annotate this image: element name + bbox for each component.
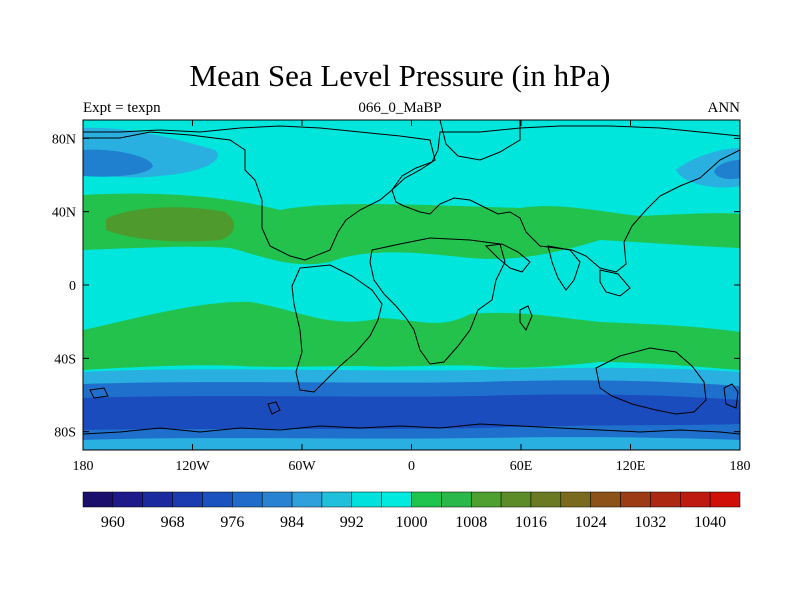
x-tick-label: 60E xyxy=(510,459,533,474)
colorbar-swatch xyxy=(202,491,233,508)
colorbar-swatch xyxy=(321,491,353,508)
colorbar-swatch xyxy=(590,491,621,508)
period-label: 066_0_MaBP xyxy=(358,100,442,116)
colorbar-swatch xyxy=(500,491,532,508)
colorbar-swatch xyxy=(470,491,502,508)
arabia-coast xyxy=(484,243,531,273)
chart-title: Mean Sea Level Pressure (in hPa) xyxy=(189,58,611,93)
south-subtropical-high xyxy=(83,301,740,370)
colorbar-swatch xyxy=(172,491,203,508)
colorbar-label: 984 xyxy=(280,514,304,531)
colorbar: 960 968 976 984 992 1000 1008 1016 1024 1032 1040 xyxy=(82,491,741,531)
southeast-asia-coast xyxy=(599,269,631,297)
experiment-label: Expt = texpn xyxy=(83,100,161,116)
colorbar-label: 1016 xyxy=(515,514,547,531)
colorbar-swatch xyxy=(560,491,591,508)
y-tick-label: 0 xyxy=(69,279,76,294)
colorbar-swatch xyxy=(112,491,143,508)
colorbar-swatch xyxy=(82,491,114,508)
africa-coast xyxy=(369,237,506,365)
colorbar-swatch xyxy=(291,491,323,508)
y-tick-label: 80S xyxy=(54,426,76,441)
north-america-coast xyxy=(83,125,436,261)
colorbar-label: 1040 xyxy=(694,514,726,531)
antarctica-coast xyxy=(83,423,740,435)
colorbar-swatch xyxy=(351,491,382,508)
aleutian-low-core xyxy=(83,149,153,177)
y-tick-label: 80N xyxy=(52,132,76,147)
madagascar-coast xyxy=(519,305,533,331)
antarctic-band xyxy=(83,437,740,450)
x-tick-label: 120E xyxy=(616,459,646,474)
colorbar-label: 960 xyxy=(101,514,125,531)
colorbar-label: 1008 xyxy=(455,514,487,531)
colorbar-label: 968 xyxy=(161,514,185,531)
eurasia-coast xyxy=(391,125,740,273)
colorbar-label: 1024 xyxy=(575,514,607,531)
colorbar-label: 1032 xyxy=(634,514,666,531)
falkland-islands xyxy=(267,401,281,415)
australia-coast xyxy=(595,347,707,415)
colorbar-swatch xyxy=(680,491,711,508)
colorbar-swatch xyxy=(441,491,472,508)
pressure-contour-fill xyxy=(83,120,740,450)
y-tick-label: 40S xyxy=(54,352,76,367)
south-america-coast xyxy=(291,264,383,393)
north-subtropical-high xyxy=(83,193,740,265)
colorbar-label: 1000 xyxy=(396,514,428,531)
colorbar-swatch xyxy=(142,491,173,508)
colorbar-swatch xyxy=(709,491,741,508)
season-label: ANN xyxy=(707,100,741,116)
x-tick-label: 0 xyxy=(408,459,415,474)
aleutian-low-core-east xyxy=(714,160,740,180)
india-coast xyxy=(547,245,581,291)
new-zealand-coast xyxy=(723,383,739,409)
coastlines xyxy=(83,120,740,435)
southern-ocean-trough-core xyxy=(83,394,740,430)
x-tick-label: 120W xyxy=(175,459,210,474)
colorbar-swatch xyxy=(411,491,442,508)
y-axis-ticks: 80N 40N 0 40S 80S xyxy=(52,132,740,441)
sub-antarctic-islands xyxy=(89,387,109,399)
colorbar-swatch xyxy=(620,491,651,508)
x-tick-label: 60W xyxy=(288,459,316,474)
x-tick-label: 180 xyxy=(73,459,94,474)
north-pacific-high-core xyxy=(106,207,235,242)
colorbar-swatch xyxy=(232,491,263,508)
colorbar-label: 976 xyxy=(220,514,244,531)
x-axis-ticks: 180 120W 60W 0 60E 120E 180 xyxy=(73,120,751,474)
greenland-coast xyxy=(439,120,521,161)
x-tick-label: 180 xyxy=(730,459,751,474)
y-tick-label: 40N xyxy=(52,206,76,221)
colorbar-swatch xyxy=(381,491,412,508)
colorbar-swatch xyxy=(261,491,293,508)
colorbar-swatch xyxy=(650,491,681,508)
colorbar-label: 992 xyxy=(340,514,364,531)
colorbar-swatch xyxy=(530,491,562,508)
